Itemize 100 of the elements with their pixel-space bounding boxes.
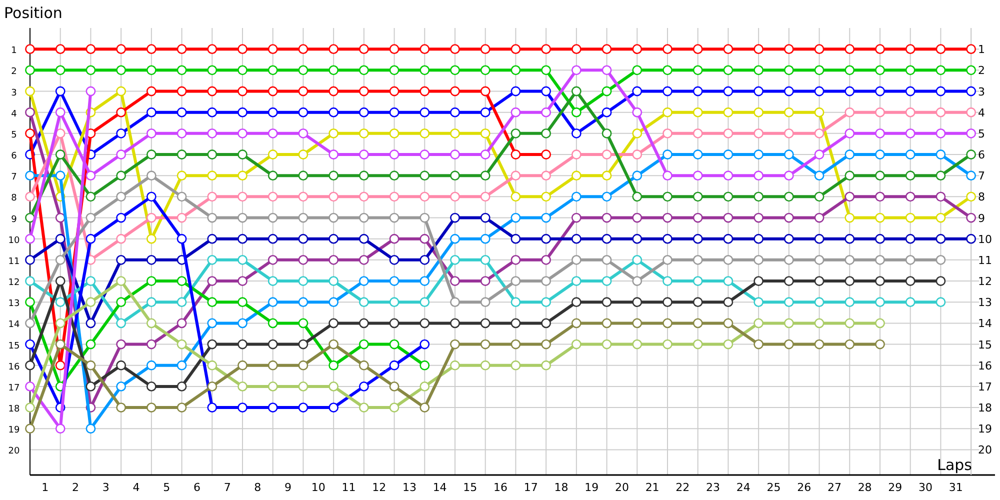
point	[966, 192, 976, 202]
x-tick-label: 27	[827, 481, 842, 494]
point	[420, 192, 430, 202]
point	[966, 65, 976, 76]
point	[238, 212, 248, 223]
point	[510, 254, 521, 265]
point	[25, 297, 35, 308]
point	[692, 192, 703, 202]
point	[966, 128, 976, 138]
point	[480, 192, 490, 202]
point	[420, 65, 430, 76]
point	[602, 276, 612, 286]
point	[875, 254, 885, 265]
point	[207, 192, 218, 202]
point	[328, 318, 339, 328]
point	[541, 212, 552, 223]
point	[602, 86, 612, 96]
point	[55, 44, 66, 54]
point	[207, 65, 218, 76]
point	[268, 234, 278, 244]
x-tick-label: 22	[676, 481, 690, 494]
point	[480, 128, 490, 138]
point	[905, 276, 916, 286]
point	[268, 402, 278, 412]
point	[754, 44, 764, 54]
point	[692, 44, 703, 54]
point	[571, 318, 582, 328]
point	[146, 65, 156, 76]
point	[814, 318, 824, 328]
y2-tick-label: 12	[978, 275, 992, 288]
point	[936, 128, 946, 138]
point	[662, 44, 672, 54]
y2-tick-label: 14	[978, 317, 992, 330]
point	[662, 128, 672, 138]
point	[268, 107, 278, 118]
y-tick-label: 18	[8, 404, 20, 415]
point	[420, 318, 430, 328]
point	[936, 212, 946, 223]
point	[389, 65, 400, 76]
y2-tick-label: 15	[978, 338, 992, 352]
point	[541, 234, 552, 244]
x-tick-label: 1	[42, 481, 49, 494]
point	[146, 234, 156, 244]
point	[358, 192, 369, 202]
point	[844, 128, 855, 138]
x-tick-label: 6	[193, 481, 200, 494]
point	[632, 44, 642, 54]
point	[389, 381, 400, 392]
point	[420, 170, 430, 181]
point	[450, 276, 460, 286]
point	[176, 170, 187, 181]
point	[298, 381, 308, 392]
point	[86, 212, 96, 223]
y-tick-label: 1	[11, 46, 17, 56]
point	[510, 107, 521, 118]
x-tick-label: 19	[584, 481, 599, 494]
point	[814, 234, 824, 244]
point	[358, 339, 369, 350]
point	[541, 150, 552, 160]
point	[602, 254, 612, 265]
x-tick-label: 10	[311, 481, 326, 494]
point	[86, 339, 96, 350]
point	[146, 402, 156, 412]
point	[450, 65, 460, 76]
x-tick-label: 5	[163, 481, 170, 494]
point	[389, 339, 400, 350]
point	[662, 107, 672, 118]
point	[632, 192, 642, 202]
point	[571, 212, 582, 223]
point	[754, 128, 764, 138]
point	[662, 234, 672, 244]
point	[328, 234, 339, 244]
point	[814, 86, 824, 96]
point	[875, 128, 885, 138]
point	[86, 234, 96, 244]
point	[510, 318, 521, 328]
point	[541, 339, 552, 350]
point	[238, 234, 248, 244]
point	[662, 254, 672, 265]
point	[450, 128, 460, 138]
point	[662, 318, 672, 328]
point	[844, 276, 855, 286]
point	[966, 86, 976, 96]
point	[420, 339, 430, 350]
point	[510, 65, 521, 76]
point	[328, 254, 339, 265]
point	[875, 339, 885, 350]
point	[420, 212, 430, 223]
y-tick-label: 17	[8, 383, 20, 394]
point	[25, 107, 35, 118]
point	[692, 107, 703, 118]
point	[754, 297, 764, 308]
point	[905, 212, 916, 223]
point	[268, 318, 278, 328]
point	[207, 150, 218, 160]
point	[541, 128, 552, 138]
point	[25, 86, 35, 96]
point	[116, 212, 126, 223]
x-tick-label: 24	[736, 481, 750, 494]
y-tick-label: 6	[11, 152, 18, 162]
